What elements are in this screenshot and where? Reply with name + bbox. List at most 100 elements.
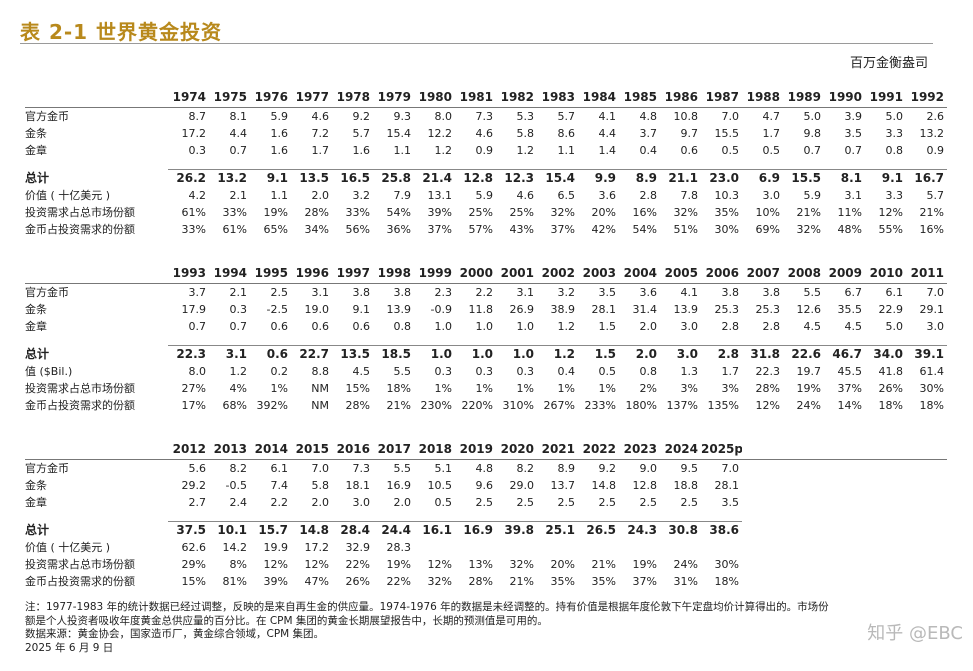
table-cell: 2.5 (270, 286, 289, 299)
year-header: 1999 (414, 263, 455, 284)
table-cell: 1.2 (537, 345, 578, 363)
table-cell: 2.1 (229, 189, 248, 202)
table-cell: 35% (591, 575, 616, 588)
table-cell: 16% (632, 206, 657, 219)
table-cell: 41.8 (878, 365, 904, 378)
spacer-cell (291, 159, 332, 170)
table-cell: 0.6 (352, 320, 371, 333)
year-header: 1991 (865, 87, 906, 108)
table-cell: 7.0 (721, 110, 740, 123)
table-cell: 0.3 (434, 365, 453, 378)
table-cell: 45.5 (837, 365, 863, 378)
table-cell: 4.4 (598, 127, 617, 140)
table-cell: 24% (796, 399, 821, 412)
table-cell: 24.3 (619, 521, 660, 539)
table-cell: 2.5 (516, 496, 535, 509)
table-cell: 4.6 (475, 127, 494, 140)
table-cell: 0.3 (475, 365, 494, 378)
table-cell: 26% (345, 575, 370, 588)
row-label: 金条 (25, 479, 47, 492)
table-cell: 13.2 (919, 127, 945, 140)
table-cell: 37.5 (168, 521, 209, 539)
spacer-cell (373, 511, 414, 522)
row-label: 金章 (25, 496, 47, 509)
year-header: 1996 (291, 263, 332, 284)
table-cell: 1.7 (311, 144, 330, 157)
spacer-cell (209, 335, 250, 346)
table-cell: 2% (639, 382, 657, 395)
table-cell (865, 460, 906, 478)
table-cell: 21% (796, 206, 821, 219)
table-cell: 8% (229, 558, 247, 571)
table-cell: 9.1 (865, 169, 906, 187)
year-header: 2021 (537, 439, 578, 460)
table-cell (455, 539, 496, 556)
page-title: 表 2-1 世界黄金投资 (20, 20, 223, 44)
table-cell: 0.4 (639, 144, 658, 157)
table-cell: 4.5 (803, 320, 822, 333)
spacer-cell (168, 159, 209, 170)
table-cell: 5.7 (352, 127, 371, 140)
table-cell: 3.8 (721, 286, 740, 299)
spacer-cell (783, 511, 824, 522)
spacer-cell (824, 335, 865, 346)
table-cell: 5.9 (270, 110, 289, 123)
table-cell: 54% (632, 223, 657, 236)
table-cell: 3.0 (680, 320, 699, 333)
table-cell: 1.6 (270, 144, 289, 157)
table-cell (824, 556, 865, 573)
year-header: 1992 (906, 87, 947, 108)
table-cell: 8.1 (824, 169, 865, 187)
row-label: 金条 (25, 303, 47, 316)
table-cell: 1.4 (598, 144, 617, 157)
table-row: 投资需求占总市场份额 29% 8% 12% 12% 22% 19% 12% 13% 32% 20% 2… (25, 556, 947, 573)
table-cell: 1% (270, 382, 288, 395)
table-cell: 21.4 (414, 169, 455, 187)
row-label: 金币占投资需求的份额 (25, 399, 135, 412)
table-cell: 25% (468, 206, 493, 219)
table-cell (742, 460, 783, 478)
year-header: 1979 (373, 87, 414, 108)
table-cell: 32% (796, 223, 821, 236)
table-cell: 0.4 (557, 365, 576, 378)
table-cell: 9.0 (639, 462, 658, 475)
table-row: 投资需求占总市场份额 61% 33% 19% 28% 33% 54% 39% 25% 25% 32%… (25, 204, 947, 221)
table-cell: 17.2 (181, 127, 207, 140)
table-cell: 3.3 (885, 127, 904, 140)
table-cell: 4.6 (311, 110, 330, 123)
table-cell: 15.7 (250, 521, 291, 539)
table-cell: 3.5 (721, 496, 740, 509)
row-label: 总计 (25, 170, 50, 185)
table-cell: 15.4 (386, 127, 412, 140)
spacer-cell (783, 159, 824, 170)
year-header: 1984 (578, 87, 619, 108)
table-cell: 5.8 (516, 127, 535, 140)
table-cell: 2.1 (229, 286, 248, 299)
table-cell: 39.8 (496, 521, 537, 539)
year-header: 2015 (291, 439, 332, 460)
table-cell: 1.2 (516, 144, 535, 157)
table-cell: 3.2 (352, 189, 371, 202)
table-cell (742, 494, 783, 511)
year-header: 1975 (209, 87, 250, 108)
table-cell: 0.5 (598, 365, 617, 378)
spacer-cell (865, 511, 906, 522)
table-cell (824, 573, 865, 590)
table-cell: 4.6 (516, 189, 535, 202)
table-cell: 55% (878, 223, 903, 236)
year-header-row: 1993 1994 1995 1996 1997 1998 1999 2000 2001 2002… (25, 263, 947, 284)
year-header: 1995 (250, 263, 291, 284)
table-cell: 14% (837, 399, 862, 412)
spacer-cell (414, 159, 455, 170)
table-cell: 26.5 (578, 521, 619, 539)
spacer-cell (701, 335, 742, 346)
table-cell: 6.9 (742, 169, 783, 187)
table-cell: 0.6 (311, 320, 330, 333)
table-cell: 10% (755, 206, 780, 219)
table-cell: 81% (222, 575, 247, 588)
spacer-cell (660, 511, 701, 522)
table-cell: 32% (509, 558, 534, 571)
year-header: 2004 (619, 263, 660, 284)
year-header: 1989 (783, 87, 824, 108)
spacer-cell (742, 511, 783, 522)
